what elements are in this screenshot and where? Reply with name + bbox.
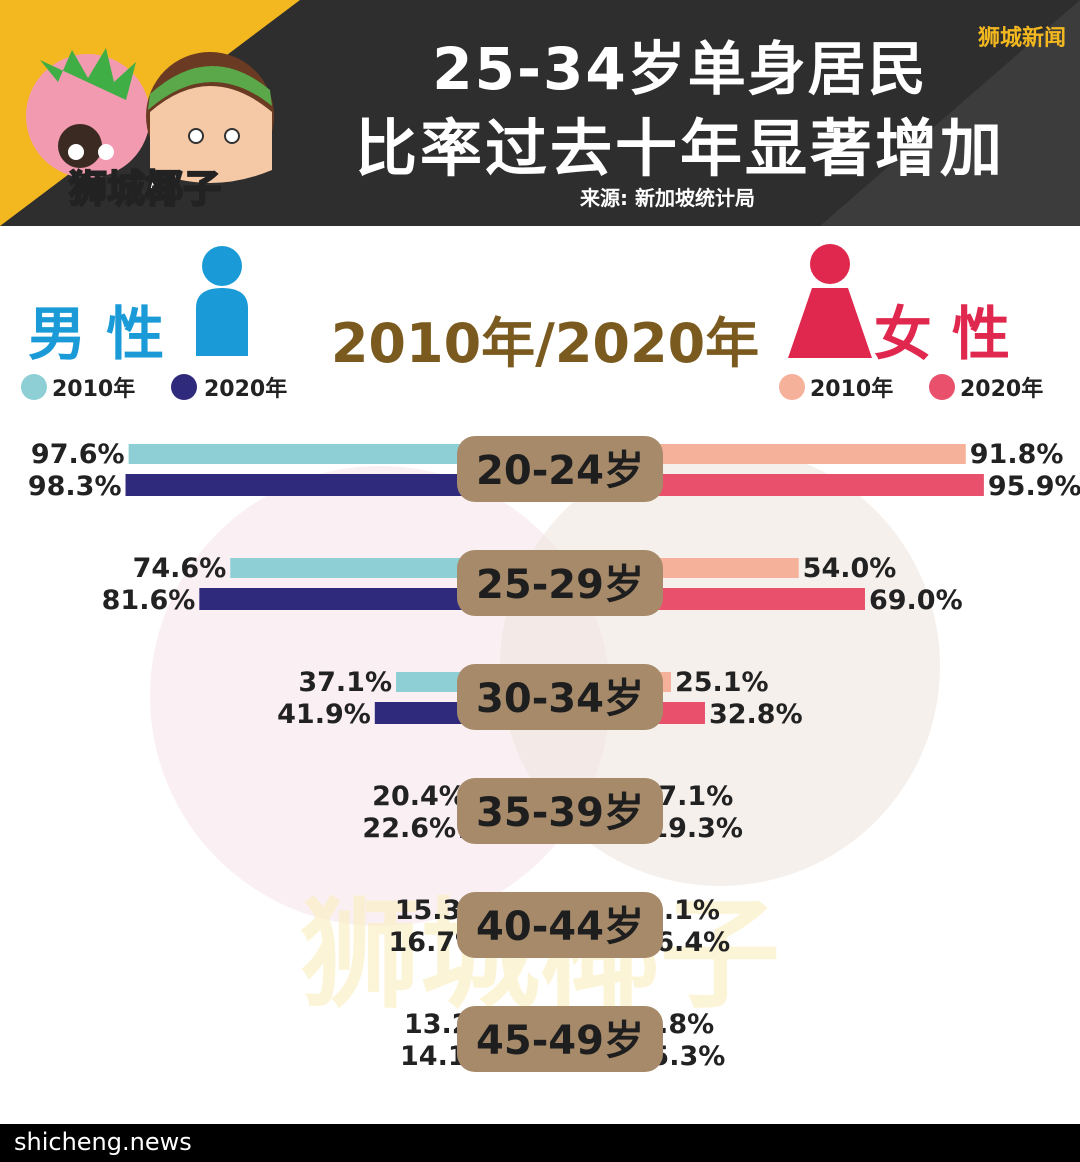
value-label-female-2020: 32.8% bbox=[709, 699, 803, 730]
legend-female-2020-label: 2020年 bbox=[960, 376, 1043, 402]
legend-male-2010-label: 2010年 bbox=[52, 376, 135, 402]
brand-label: 狮城新闻 bbox=[977, 26, 1066, 51]
page-title-line1: 25-34岁单身居民 bbox=[432, 35, 928, 103]
value-label-male-2010: 97.6% bbox=[31, 439, 125, 470]
page-title-line2: 比率过去十年显著增加 bbox=[354, 112, 1005, 185]
value-label-male-2020: 41.9% bbox=[277, 699, 371, 730]
category-label: 35-39岁 bbox=[476, 790, 644, 836]
header-stripe bbox=[820, 0, 1080, 226]
value-label-male-2020: 22.6% bbox=[362, 813, 456, 844]
male-person-body-icon bbox=[196, 288, 248, 356]
mascot-logo-icon: 狮城椰子 bbox=[26, 48, 274, 212]
female-person-head-icon bbox=[810, 244, 850, 284]
source-label: 来源: 新加坡统计局 bbox=[580, 186, 755, 210]
legend-female-2010-swatch bbox=[779, 374, 805, 400]
female-person-body-icon bbox=[788, 288, 872, 358]
female-label: 女 性 bbox=[874, 300, 1010, 368]
legend-male-2020-label: 2020年 bbox=[204, 376, 287, 402]
value-label-male-2020: 98.3% bbox=[28, 471, 122, 502]
value-label-female-2020: 69.0% bbox=[869, 585, 963, 616]
category-label: 45-49岁 bbox=[476, 1018, 644, 1064]
category-pill bbox=[457, 550, 663, 616]
header: 狮城椰子 25-34岁单身居民 比率过去十年显著增加 来源: 新加坡统计局 狮城… bbox=[0, 0, 1080, 226]
legend-male-2010-swatch bbox=[21, 374, 47, 400]
bar-male-2010 bbox=[128, 444, 560, 464]
category-label: 40-44岁 bbox=[476, 904, 644, 950]
value-label-female-2020: 95.9% bbox=[988, 471, 1080, 502]
value-label-female-2010: 54.0% bbox=[803, 553, 897, 584]
male-label: 男 性 bbox=[28, 300, 164, 368]
male-person-head-icon bbox=[202, 246, 242, 286]
value-label-female-2020: 19.3% bbox=[649, 813, 743, 844]
chart-title: 2010年/2020年 bbox=[331, 312, 759, 375]
category-pill bbox=[457, 892, 663, 958]
svg-text:狮城椰子: 狮城椰子 bbox=[69, 167, 221, 211]
footer-site: shicheng.news bbox=[14, 1128, 192, 1156]
category-pill bbox=[457, 778, 663, 844]
value-label-female-2010: 25.1% bbox=[675, 667, 769, 698]
category-pill bbox=[457, 664, 663, 730]
value-label-male-2010: 20.4% bbox=[372, 781, 466, 812]
legend-female-2010-label: 2010年 bbox=[810, 376, 893, 402]
bar-male-2020 bbox=[125, 474, 560, 496]
legend-female-2020-swatch bbox=[929, 374, 955, 400]
bar-female-2020 bbox=[560, 474, 984, 496]
category-pill bbox=[457, 1006, 663, 1072]
value-label-male-2010: 74.6% bbox=[133, 553, 227, 584]
value-label-female-2010: 91.8% bbox=[970, 439, 1064, 470]
category-label: 30-34岁 bbox=[476, 676, 644, 722]
footer: shicheng.news bbox=[0, 1124, 1080, 1162]
category-label: 20-24岁 bbox=[476, 448, 644, 494]
legend-male-2020-swatch bbox=[171, 374, 197, 400]
category-pill bbox=[457, 436, 663, 502]
value-label-male-2020: 81.6% bbox=[102, 585, 196, 616]
category-label: 25-29岁 bbox=[476, 562, 644, 608]
value-label-male-2010: 37.1% bbox=[298, 667, 392, 698]
